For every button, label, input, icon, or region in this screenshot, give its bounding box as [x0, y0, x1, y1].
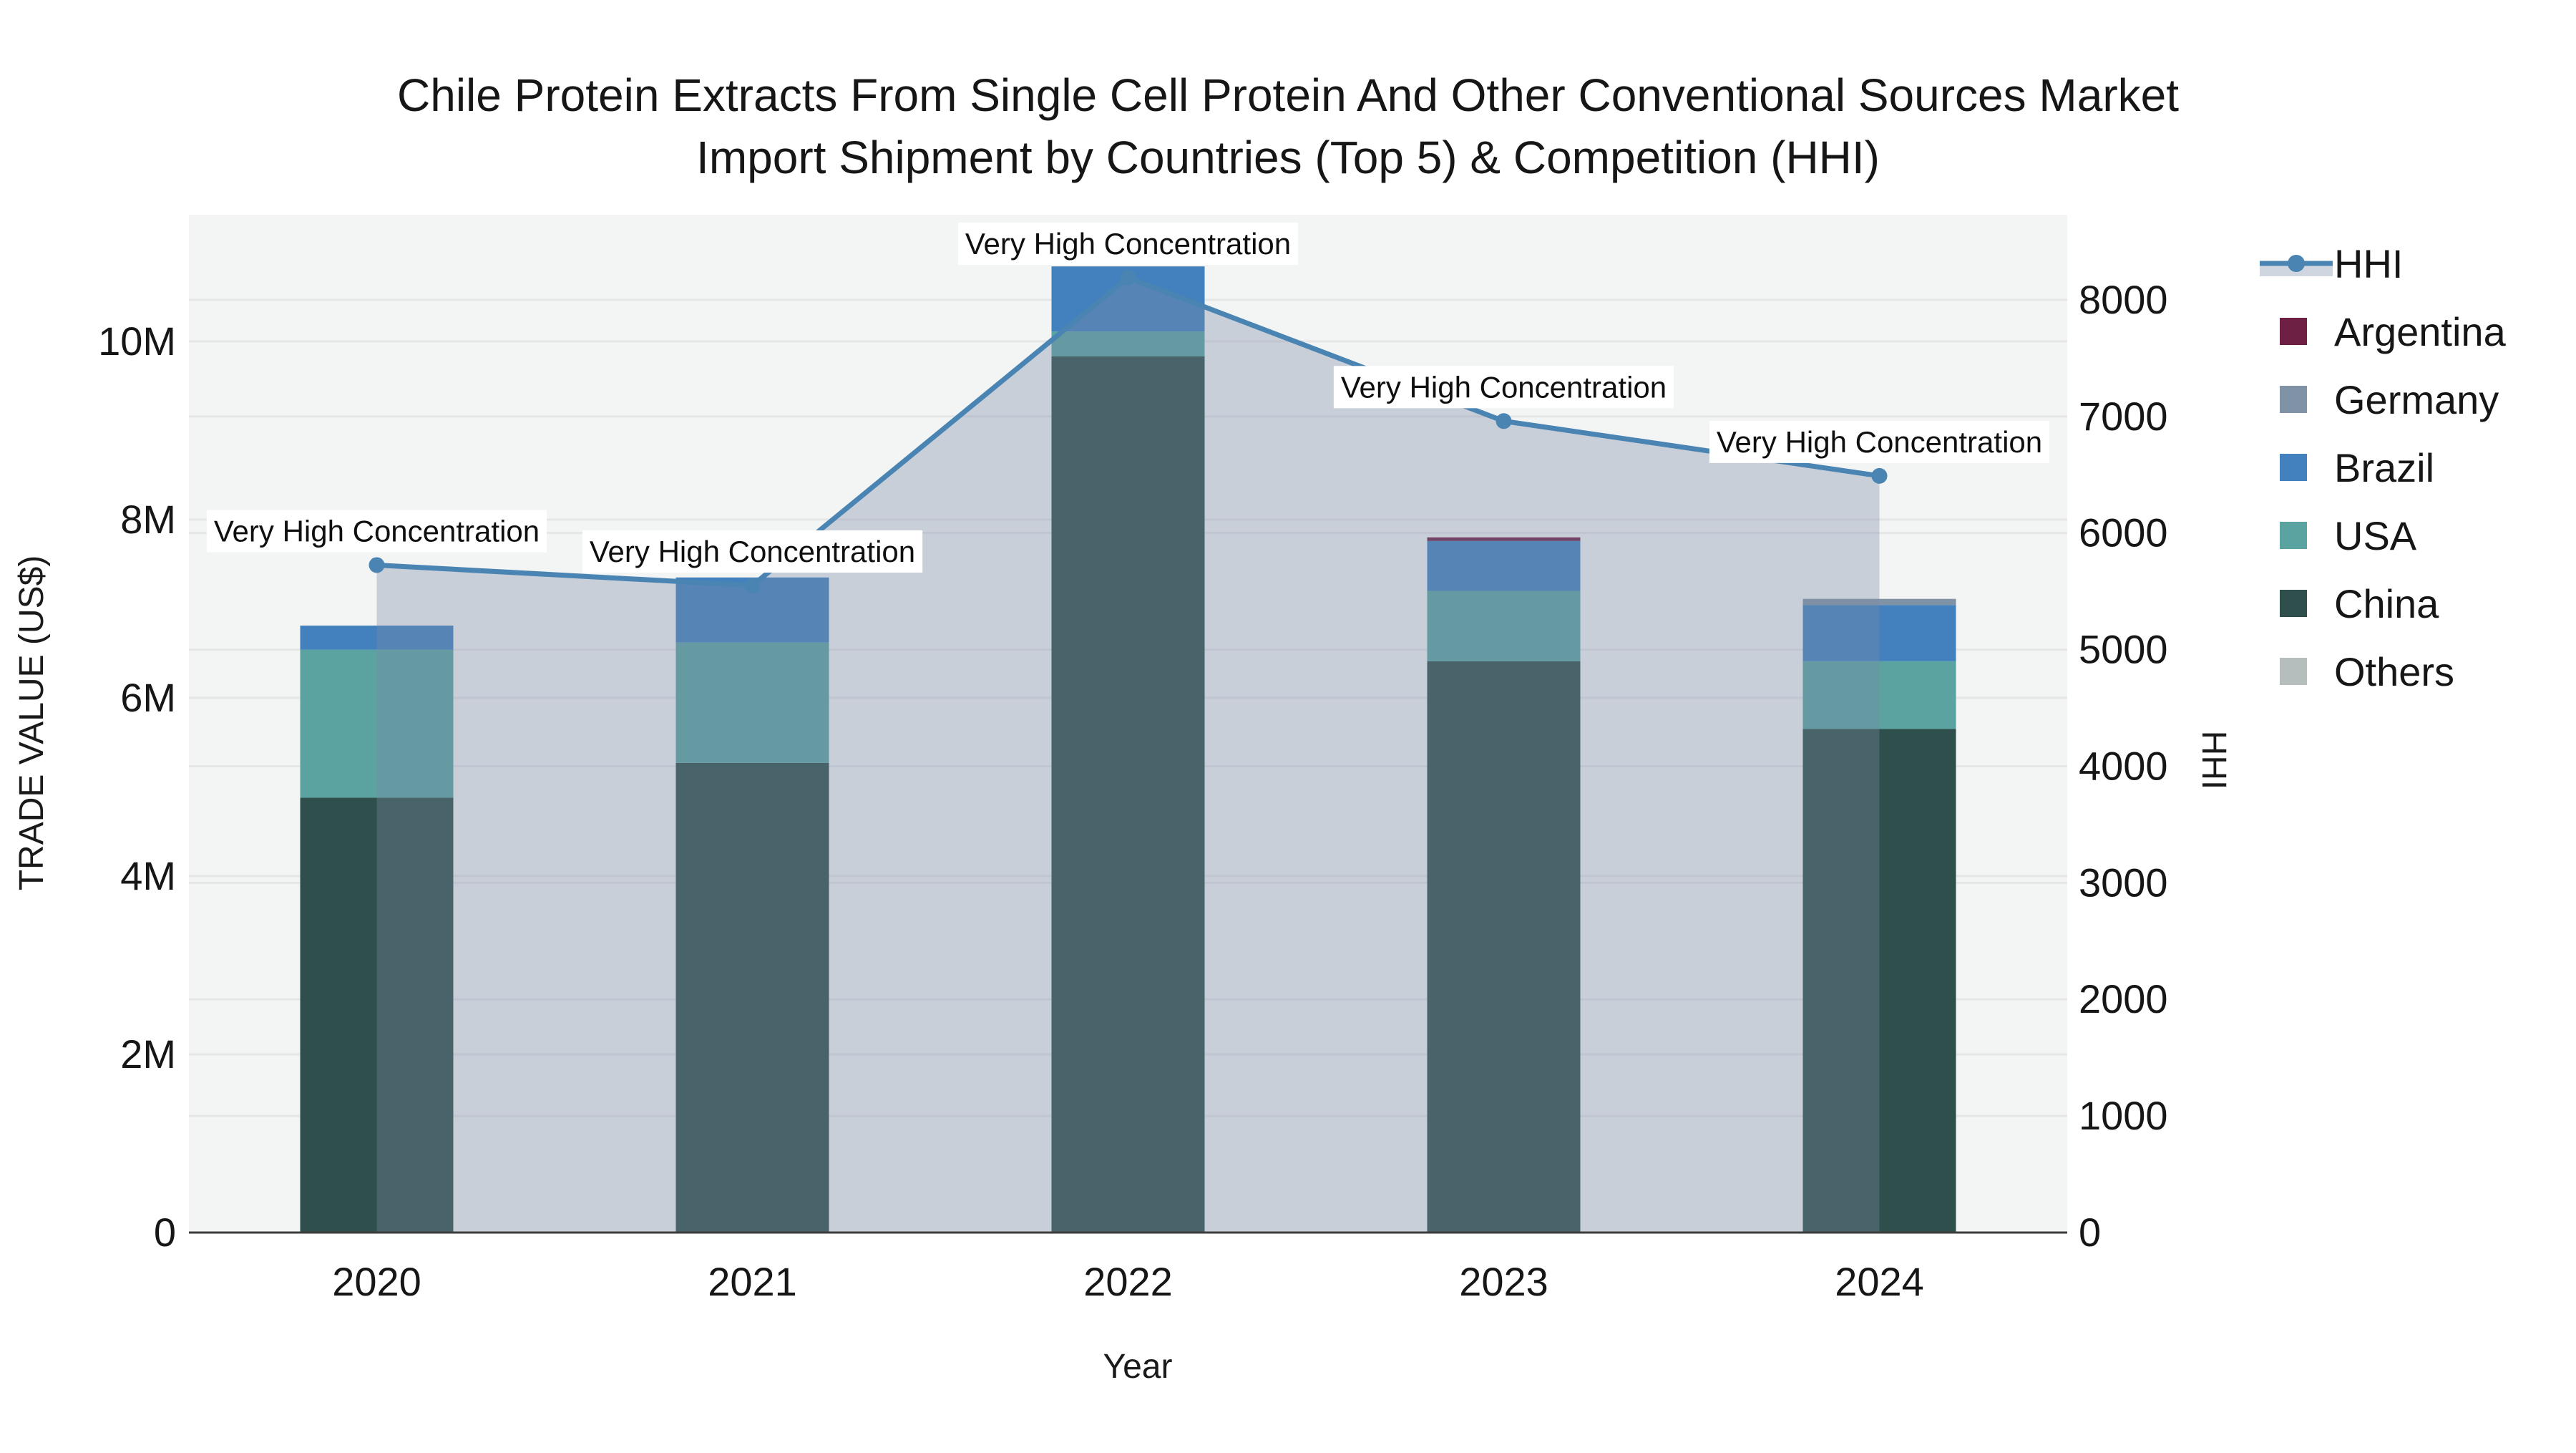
legend-swatch-china	[2280, 590, 2307, 617]
x-tick-2024[interactable]: 2024	[1835, 1259, 1924, 1304]
bar-segment-brazil-2024[interactable]	[1802, 605, 1956, 661]
right-axis-ticks: 0 1000 2000 3000 4000 5000 6000 7000 8000	[2079, 277, 2168, 1255]
right-tick-3000: 3000	[2079, 860, 2168, 905]
chart-title-line2: Import Shipment by Countries (Top 5) & C…	[696, 132, 1880, 183]
bar-segment-china-2020[interactable]	[300, 797, 454, 1233]
legend-label-usa: USA	[2334, 513, 2417, 558]
legend-label-argentina: Argentina	[2334, 309, 2507, 354]
bar-segment-brazil-2023[interactable]	[1427, 540, 1581, 591]
legend-swatch-germany	[2280, 386, 2307, 413]
hhi-marker-2021[interactable]	[744, 577, 761, 593]
annotation-2020: Very High Concentration	[214, 514, 540, 548]
left-tick-8M: 8M	[120, 497, 176, 542]
bars-layer	[300, 266, 1956, 1233]
bar-segment-argentina-2023[interactable]	[1427, 537, 1581, 541]
right-axis-title: HHI	[2195, 731, 2233, 790]
hhi-marker-2023[interactable]	[1496, 413, 1512, 429]
x-tick-2022[interactable]: 2022	[1083, 1259, 1173, 1304]
legend-item-hhi[interactable]: HHI	[2260, 241, 2403, 286]
left-axis-title: TRADE VALUE (US$)	[13, 555, 51, 891]
legend-swatch-usa	[2280, 522, 2307, 549]
hhi-marker-2020[interactable]	[369, 557, 385, 573]
bar-segment-china-2021[interactable]	[675, 762, 829, 1233]
right-tick-6000: 6000	[2079, 510, 2168, 555]
bar-segment-brazil-2020[interactable]	[300, 626, 454, 650]
bar-segment-usa-2022[interactable]	[1051, 331, 1205, 356]
hhi-area-layer	[376, 277, 1880, 1233]
bar-segment-usa-2024[interactable]	[1802, 661, 1956, 729]
x-tick-2020[interactable]: 2020	[332, 1259, 421, 1304]
right-tick-8000: 8000	[2079, 277, 2168, 322]
bar-segment-china-2023[interactable]	[1427, 661, 1581, 1233]
legend-swatch-brazil	[2280, 454, 2307, 481]
right-tick-2000: 2000	[2079, 976, 2168, 1021]
annotation-2021: Very High Concentration	[590, 535, 915, 568]
annotation-bg-2024	[1709, 420, 2050, 463]
annotation-bg-2022	[957, 222, 1299, 265]
annotation-2022: Very High Concentration	[965, 227, 1291, 261]
annotation-2024: Very High Concentration	[1717, 425, 2042, 459]
legend-item-china[interactable]: China	[2280, 581, 2439, 626]
legend-label-hhi: HHI	[2334, 241, 2403, 286]
annotation-bg-2023	[1333, 366, 1674, 409]
legend-label-china: China	[2334, 581, 2439, 626]
legend-item-germany[interactable]: Germany	[2280, 377, 2499, 422]
legend-label-others: Others	[2334, 649, 2454, 694]
left-tick-0: 0	[154, 1210, 176, 1255]
chart-title-line1: Chile Protein Extracts From Single Cell …	[397, 69, 2179, 121]
annotations-layer: Very High Concentration Very High Concent…	[206, 222, 2050, 573]
legend-swatch-others	[2280, 658, 2307, 685]
bar-segment-china-2024[interactable]	[1802, 729, 1956, 1233]
right-tick-0: 0	[2079, 1210, 2101, 1255]
x-axis-ticks: 2020 2021 2022 2023 2024	[332, 1259, 1924, 1304]
legend-item-brazil[interactable]: Brazil	[2280, 445, 2434, 490]
legend-label-brazil: Brazil	[2334, 445, 2434, 490]
right-tick-1000: 1000	[2079, 1093, 2168, 1138]
left-tick-6M: 6M	[120, 675, 176, 720]
bar-segment-usa-2023[interactable]	[1427, 591, 1581, 661]
annotation-bg-2020	[206, 510, 547, 553]
x-tick-2023[interactable]: 2023	[1459, 1259, 1548, 1304]
legend-hhi-marker-swatch	[2288, 255, 2305, 272]
right-tick-7000: 7000	[2079, 394, 2168, 439]
annotation-2023: Very High Concentration	[1341, 370, 1667, 404]
right-tick-4000: 4000	[2079, 743, 2168, 788]
hhi-marker-2024[interactable]	[1871, 467, 1888, 484]
legend-swatch-argentina	[2280, 318, 2307, 345]
hhi-marker-2022[interactable]	[1120, 269, 1136, 286]
legend-item-others[interactable]: Others	[2280, 649, 2454, 694]
bar-segment-china-2022[interactable]	[1051, 356, 1205, 1233]
right-tick-5000: 5000	[2079, 627, 2168, 672]
x-tick-2021[interactable]: 2021	[708, 1259, 797, 1304]
hhi-area-fill	[376, 277, 1880, 1233]
left-tick-2M: 2M	[120, 1031, 176, 1077]
legend-item-argentina[interactable]: Argentina	[2280, 309, 2507, 354]
bar-segment-usa-2020[interactable]	[300, 649, 454, 798]
left-tick-4M: 4M	[120, 853, 176, 898]
left-tick-10M: 10M	[98, 319, 176, 364]
legend: HHI Argentina Germany Brazil USA China Others	[2260, 241, 2507, 694]
annotation-bg-2021	[582, 530, 923, 573]
hhi-markers-layer	[369, 269, 1888, 593]
bar-segment-usa-2021[interactable]	[675, 642, 829, 763]
left-axis-ticks: 0 2M 4M 6M 8M 10M	[98, 319, 176, 1255]
bar-segment-germany-2024[interactable]	[1802, 598, 1956, 606]
legend-label-germany: Germany	[2334, 377, 2499, 422]
x-axis-title: Year	[1103, 1348, 1173, 1386]
legend-item-usa[interactable]: USA	[2280, 513, 2417, 558]
